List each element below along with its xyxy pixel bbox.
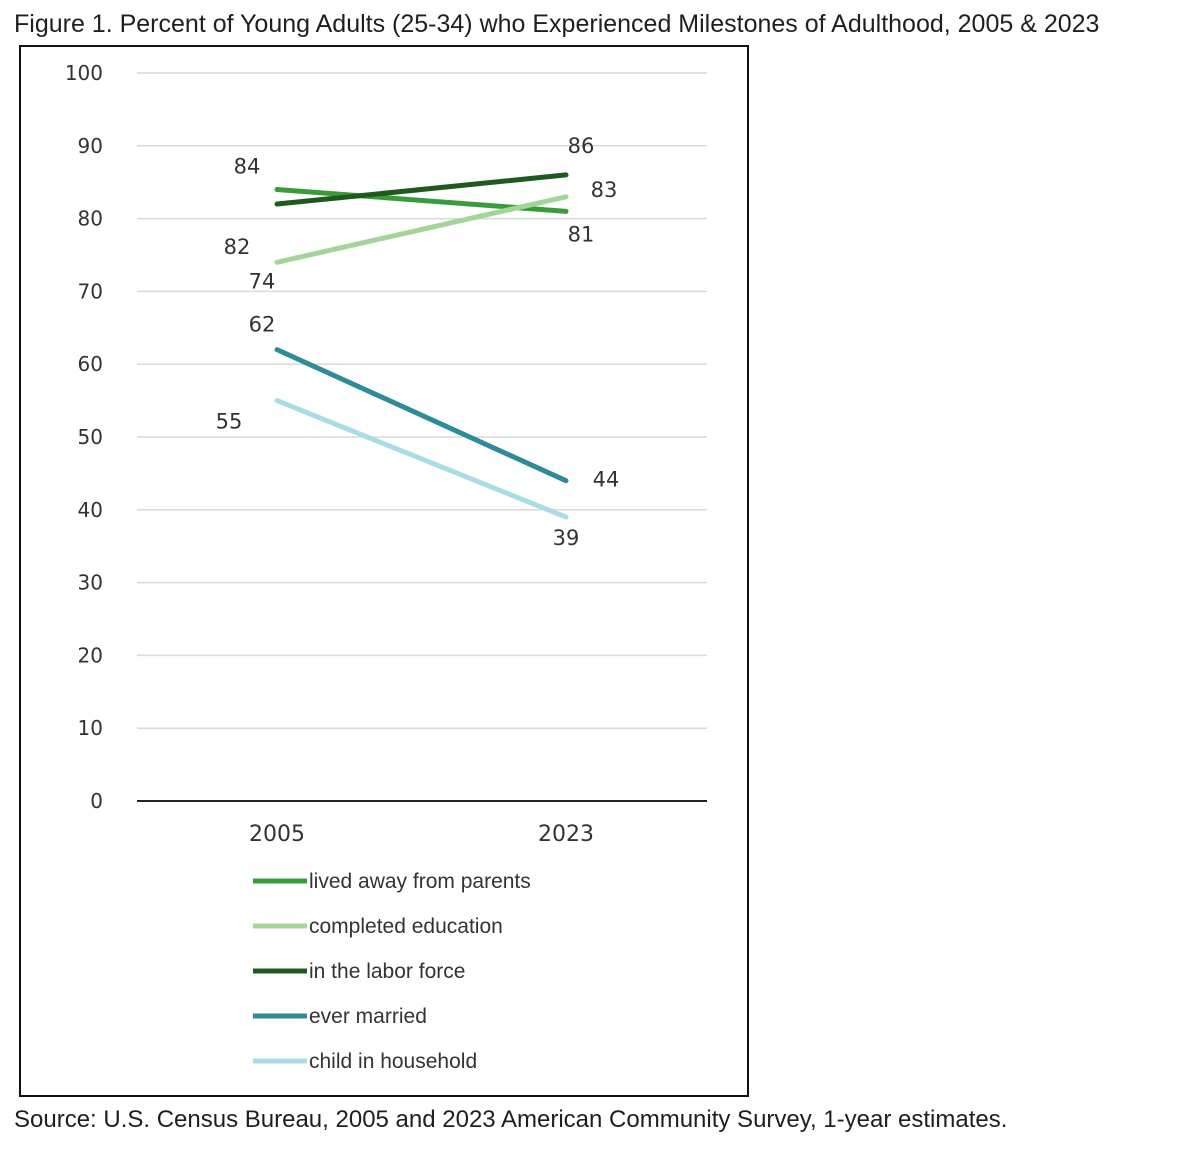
y-tick-label: 0 xyxy=(90,789,103,813)
y-axis-ticks: 0 10 20 30 40 50 60 70 80 90 100 xyxy=(65,61,103,813)
legend-label: in the labor force xyxy=(309,960,465,983)
data-label: 39 xyxy=(553,526,580,550)
y-tick-label: 20 xyxy=(78,643,103,667)
legend: lived away from parents completed educati… xyxy=(253,870,531,1073)
y-tick-label: 10 xyxy=(78,716,103,740)
line-chart: 0 10 20 30 40 50 60 70 80 90 100 2005 2023 84 81 74 83… xyxy=(65,61,707,1073)
y-tick-label: 90 xyxy=(78,134,103,158)
legend-label: child in household xyxy=(309,1050,477,1073)
x-tick-label: 2023 xyxy=(538,822,594,847)
legend-label: ever married xyxy=(309,1005,427,1028)
x-axis-ticks: 2005 2023 xyxy=(249,822,594,847)
series-lines xyxy=(274,172,569,520)
data-label: 82 xyxy=(224,235,251,259)
gridlines xyxy=(137,72,707,802)
legend-label: completed education xyxy=(309,915,503,938)
data-label: 86 xyxy=(568,134,595,158)
y-tick-label: 60 xyxy=(78,352,103,376)
data-label: 62 xyxy=(249,313,276,337)
data-labels: 84 81 74 83 82 86 62 44 55 39 xyxy=(216,134,620,550)
series-line xyxy=(274,194,569,265)
series-line xyxy=(274,172,569,207)
y-tick-label: 100 xyxy=(65,61,103,85)
y-tick-label: 80 xyxy=(78,207,103,231)
figure-title: Figure 1. Percent of Young Adults (25-34… xyxy=(14,10,1100,38)
data-label: 55 xyxy=(216,410,243,434)
data-label: 74 xyxy=(249,269,276,293)
legend-label: lived away from parents xyxy=(309,870,531,893)
y-tick-label: 30 xyxy=(78,571,103,595)
series-line xyxy=(274,398,569,520)
data-label: 81 xyxy=(568,222,595,246)
y-tick-label: 70 xyxy=(78,279,103,303)
data-label: 83 xyxy=(591,178,618,202)
source-note: Source: U.S. Census Bureau, 2005 and 202… xyxy=(14,1106,1008,1133)
chart-frame: 0 10 20 30 40 50 60 70 80 90 100 2005 2023 84 81 74 83… xyxy=(19,45,749,1097)
series-line xyxy=(274,347,569,484)
x-tick-label: 2005 xyxy=(249,822,305,847)
y-tick-label: 50 xyxy=(78,425,103,449)
y-tick-label: 40 xyxy=(78,498,103,522)
data-label: 44 xyxy=(593,468,620,492)
data-label: 84 xyxy=(234,154,261,178)
